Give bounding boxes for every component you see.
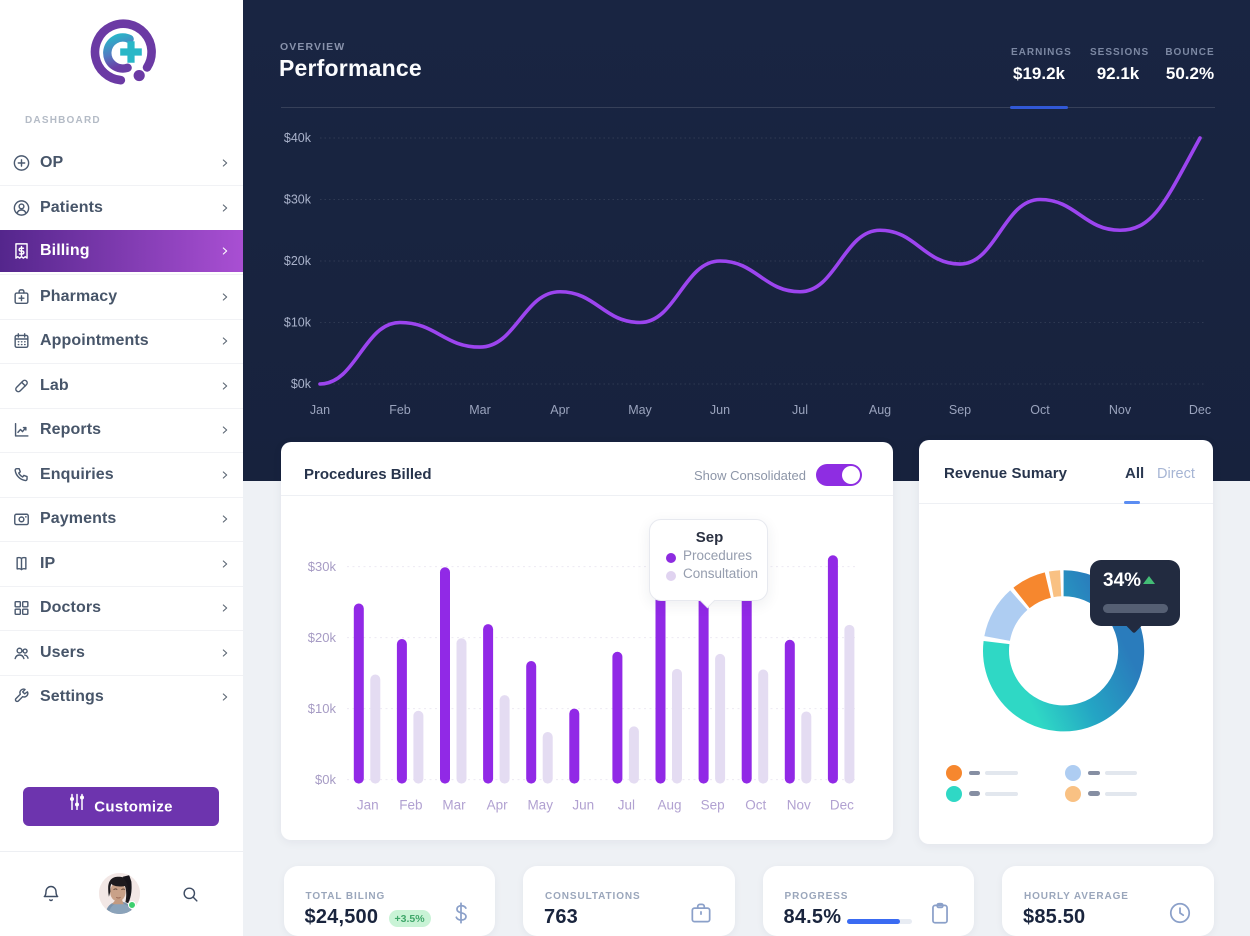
svg-text:Jan: Jan (357, 798, 379, 813)
svg-text:Jun: Jun (710, 403, 730, 417)
svg-text:Apr: Apr (487, 798, 509, 813)
svg-text:Aug: Aug (869, 403, 891, 417)
svg-text:Jan: Jan (310, 403, 330, 417)
svg-text:$20k: $20k (308, 630, 337, 645)
svg-text:$30k: $30k (308, 559, 337, 574)
svg-text:$30k: $30k (284, 193, 312, 207)
svg-text:Nov: Nov (1109, 403, 1132, 417)
svg-text:Jul: Jul (618, 798, 635, 813)
svg-text:$0k: $0k (291, 377, 312, 391)
svg-text:Oct: Oct (1030, 403, 1050, 417)
svg-text:$20k: $20k (284, 254, 312, 268)
svg-text:$10k: $10k (308, 701, 337, 716)
svg-text:Sep: Sep (949, 403, 971, 417)
svg-text:$40k: $40k (284, 131, 312, 145)
svg-text:Feb: Feb (389, 403, 411, 417)
svg-text:Jun: Jun (572, 798, 594, 813)
svg-text:Jul: Jul (792, 403, 808, 417)
svg-text:Mar: Mar (469, 403, 491, 417)
svg-text:Dec: Dec (1189, 403, 1211, 417)
svg-text:$0k: $0k (315, 772, 336, 787)
svg-text:May: May (628, 403, 652, 417)
svg-text:Sep: Sep (701, 798, 725, 813)
svg-text:Oct: Oct (745, 798, 766, 813)
svg-text:Nov: Nov (787, 798, 811, 813)
svg-text:May: May (527, 798, 553, 813)
svg-text:Feb: Feb (399, 798, 422, 813)
svg-text:Aug: Aug (657, 798, 681, 813)
svg-text:Apr: Apr (550, 403, 569, 417)
svg-text:Mar: Mar (442, 798, 466, 813)
svg-text:Dec: Dec (830, 798, 854, 813)
svg-text:$10k: $10k (284, 316, 312, 330)
